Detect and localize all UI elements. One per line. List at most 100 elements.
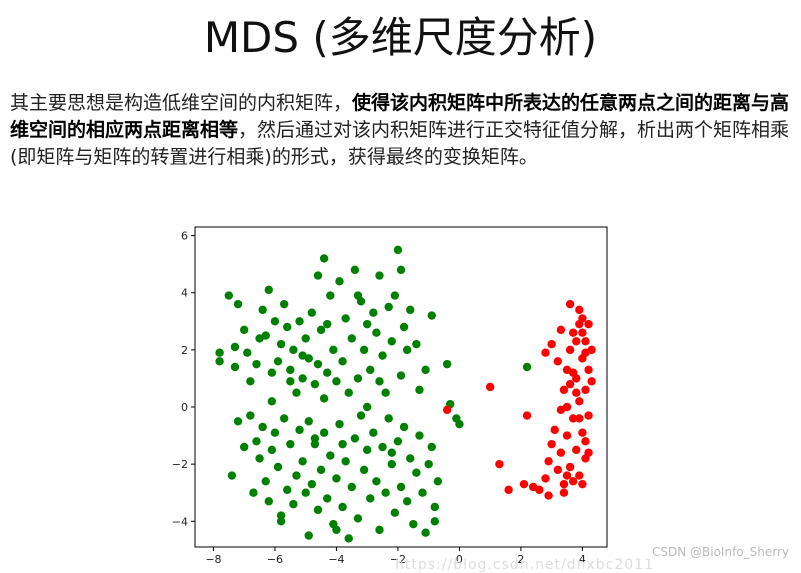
data-point: [258, 422, 267, 432]
data-point: [279, 299, 289, 309]
data-point: [578, 328, 587, 337]
data-point: [384, 414, 393, 423]
data-point: [369, 308, 378, 317]
data-point: [230, 342, 240, 352]
data-point: [350, 434, 360, 443]
data-point: [519, 479, 529, 489]
data-point: [313, 359, 323, 369]
credit-text: CSDN @BioInfo_Sherry: [651, 545, 789, 559]
data-point: [381, 388, 390, 397]
data-point: [402, 497, 412, 506]
data-point: [239, 325, 249, 335]
data-point: [261, 477, 270, 486]
data-point: [252, 359, 261, 369]
data-point: [393, 437, 403, 446]
data-point: [387, 448, 396, 457]
data-point: [572, 388, 581, 397]
data-point: [553, 357, 563, 366]
data-point: [578, 428, 587, 437]
description-text-2: ，然后通过对该内积矩阵进行正交特征值分解，析出两个矩阵相乘(即矩阵与矩阵的转置进…: [10, 119, 790, 168]
data-point: [261, 331, 270, 340]
x-tick-label: −6: [267, 553, 283, 566]
data-point: [421, 365, 430, 375]
data-point: [578, 479, 587, 489]
x-tick-label: −8: [205, 553, 221, 566]
data-point: [522, 411, 532, 420]
data-point: [399, 422, 409, 432]
data-point: [584, 448, 593, 457]
data-point: [283, 322, 292, 332]
data-point: [310, 434, 320, 443]
data-point: [341, 457, 350, 466]
data-point: [587, 377, 596, 386]
data-point: [406, 305, 415, 315]
data-point: [267, 368, 277, 377]
data-point: [387, 337, 396, 346]
data-point: [562, 471, 572, 480]
data-point: [575, 414, 584, 423]
data-point: [442, 405, 452, 415]
data-point: [276, 517, 286, 526]
data-point: [427, 442, 436, 452]
data-point: [310, 379, 320, 389]
data-point: [396, 482, 406, 492]
data-point: [356, 411, 366, 420]
data-point: [270, 317, 280, 326]
data-point: [572, 337, 581, 346]
data-point: [375, 271, 384, 280]
description-text-1: 其主要思想是构造低维空间的内积矩阵，: [10, 92, 353, 114]
data-point: [353, 291, 363, 300]
data-point: [362, 319, 372, 329]
data-point: [298, 374, 307, 383]
data-point: [233, 417, 243, 426]
data-point: [347, 334, 357, 343]
data-point: [215, 357, 224, 366]
data-point: [553, 465, 563, 475]
data-point: [319, 428, 329, 437]
data-point: [544, 457, 553, 466]
y-tick-label: 4: [181, 287, 188, 300]
data-point: [239, 442, 249, 452]
data-point: [326, 451, 335, 460]
data-point: [286, 377, 295, 386]
data-point: [556, 448, 566, 457]
data-point: [264, 497, 273, 506]
description-paragraph: 其主要思想是构造低维空间的内积矩阵，使得该内积矩阵中所表达的任意两点之间的距离与…: [10, 90, 790, 171]
data-point: [301, 334, 310, 343]
data-point: [396, 371, 406, 380]
data-point: [227, 471, 237, 480]
data-point: [359, 465, 369, 475]
data-point: [292, 388, 301, 397]
data-point: [547, 339, 556, 349]
data-point: [421, 528, 430, 537]
data-point: [522, 362, 532, 372]
x-tick-label: 0: [456, 553, 463, 566]
data-point: [350, 265, 360, 275]
data-point: [384, 302, 393, 312]
data-point: [289, 499, 298, 509]
data-point: [329, 345, 338, 355]
data-point: [307, 308, 317, 317]
data-point: [353, 374, 363, 383]
data-point: [286, 439, 295, 449]
data-point: [372, 477, 381, 486]
data-point: [559, 488, 569, 497]
data-point: [572, 445, 581, 455]
data-point: [255, 454, 264, 463]
data-point: [246, 377, 255, 386]
data-point: [279, 414, 289, 423]
data-point: [304, 417, 313, 426]
data-point: [390, 508, 400, 517]
data-point: [455, 419, 464, 429]
data-point: [581, 348, 590, 357]
data-point: [544, 491, 553, 500]
page-title: MDS (多维尺度分析): [203, 13, 598, 62]
data-point: [301, 488, 310, 497]
data-point: [575, 305, 584, 315]
data-point: [581, 385, 590, 395]
data-point: [556, 325, 566, 335]
data-point: [319, 394, 329, 403]
data-point: [366, 494, 375, 503]
data-point: [581, 337, 590, 346]
data-point: [575, 397, 584, 406]
